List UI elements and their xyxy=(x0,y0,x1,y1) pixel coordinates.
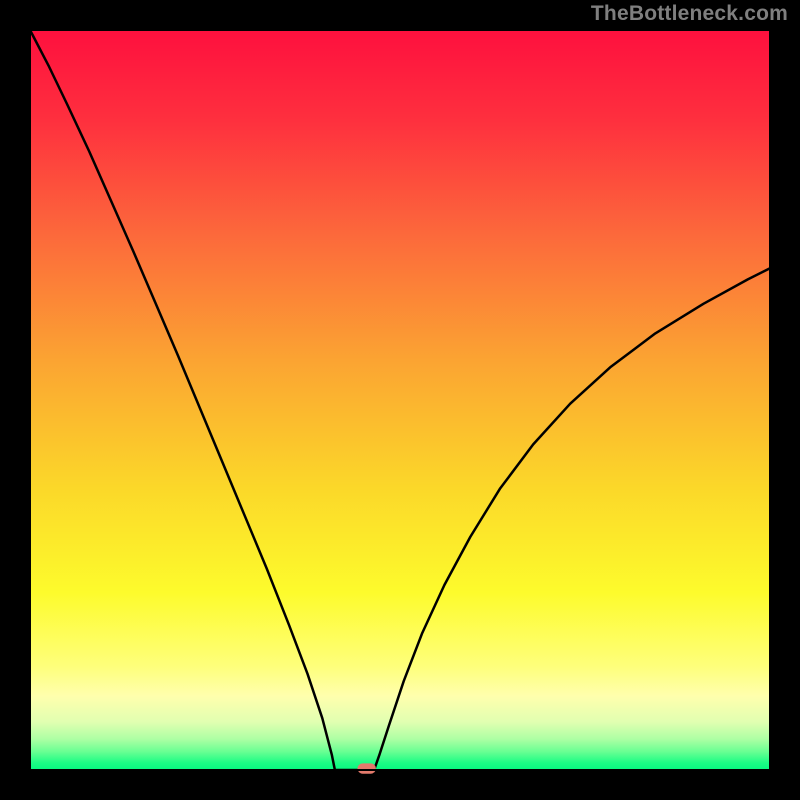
chart-container: TheBottleneck.com xyxy=(0,0,800,800)
gradient-background xyxy=(30,30,770,770)
watermark-text: TheBottleneck.com xyxy=(591,2,788,26)
trough-marker xyxy=(357,763,376,773)
chart-svg xyxy=(0,0,800,800)
